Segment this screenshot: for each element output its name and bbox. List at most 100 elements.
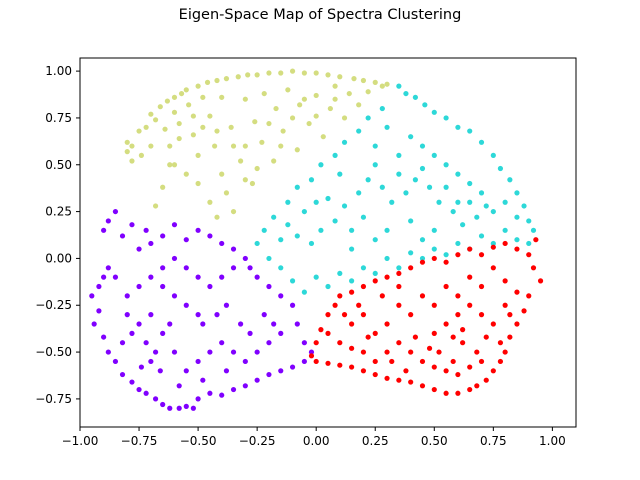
- data-point-s0-49: [289, 68, 296, 74]
- data-point-s2-19: [105, 349, 111, 355]
- data-point-s2-94: [195, 312, 201, 318]
- data-point-s0-78: [242, 177, 248, 183]
- data-point-s1-64: [450, 208, 456, 215]
- data-point-s3-22: [533, 237, 539, 243]
- data-point-s0-35: [238, 158, 244, 164]
- data-point-s0-74: [214, 214, 220, 220]
- data-point-s3-20: [514, 246, 520, 252]
- x-tick-label: −0.25: [239, 434, 276, 448]
- data-point-s2-59: [124, 293, 130, 299]
- data-point-s3-2: [318, 327, 324, 333]
- data-point-s2-52: [207, 283, 213, 290]
- data-point-s0-53: [306, 120, 312, 127]
- data-point-s3-1: [313, 340, 319, 346]
- data-point-s1-38: [266, 255, 272, 262]
- data-point-s0-57: [325, 72, 331, 78]
- data-point-s2-27: [167, 405, 173, 411]
- data-point-s2-93: [183, 302, 189, 308]
- data-point-s3-26: [521, 308, 527, 314]
- data-point-s3-8: [372, 278, 378, 284]
- data-point-s1-57: [443, 162, 449, 168]
- data-point-s3-33: [474, 383, 480, 389]
- data-point-s0-3: [129, 158, 135, 164]
- data-point-s3-46: [325, 360, 331, 366]
- data-point-s1-61: [483, 203, 489, 209]
- data-point-s2-70: [167, 321, 173, 327]
- data-point-s1-55: [419, 143, 426, 149]
- data-point-s1-86: [396, 171, 402, 177]
- data-point-s0-2: [129, 143, 135, 149]
- data-point-s2-78: [195, 358, 201, 365]
- data-point-s0-83: [313, 113, 319, 119]
- data-point-s0-47: [280, 128, 286, 134]
- data-point-s3-38: [419, 383, 426, 389]
- data-point-s2-1: [101, 227, 107, 233]
- data-point-s3-9: [384, 274, 390, 280]
- data-point-s0-51: [297, 102, 303, 108]
- data-point-s3-42: [372, 371, 378, 378]
- data-point-s0-21: [195, 83, 201, 89]
- data-point-s1-89: [455, 199, 461, 205]
- data-point-s2-20: [112, 358, 119, 365]
- data-point-s3-24: [537, 278, 544, 284]
- data-point-s2-76: [171, 349, 178, 355]
- data-point-s1-9: [490, 152, 496, 158]
- data-point-s2-87: [214, 312, 220, 318]
- data-point-s3-77: [408, 349, 414, 355]
- data-point-s3-5: [337, 293, 343, 299]
- data-point-s3-23: [530, 265, 537, 271]
- data-point-s1-1: [403, 90, 409, 97]
- data-point-s2-81: [230, 349, 237, 355]
- data-point-s1-4: [431, 109, 437, 115]
- data-point-s3-76: [419, 358, 426, 365]
- data-point-s2-22: [129, 379, 135, 385]
- data-point-s3-93: [502, 302, 508, 308]
- data-point-s1-19: [490, 240, 496, 247]
- data-point-s2-98: [200, 377, 206, 383]
- data-point-s3-21: [526, 252, 532, 258]
- data-point-s3-36: [443, 390, 449, 396]
- data-point-s3-95: [396, 283, 402, 290]
- data-point-s2-92: [271, 321, 277, 327]
- data-point-s2-3: [119, 233, 126, 239]
- data-point-s0-13: [167, 143, 173, 149]
- data-point-s0-80: [278, 143, 284, 149]
- data-point-s0-89: [214, 128, 220, 134]
- data-point-s2-50: [230, 265, 237, 271]
- data-point-s0-71: [152, 203, 159, 209]
- data-point-s0-70: [160, 184, 166, 190]
- data-point-s0-43: [266, 70, 272, 76]
- data-point-s3-28: [507, 334, 513, 340]
- data-point-s3-86: [455, 312, 461, 318]
- data-point-s2-74: [124, 312, 130, 318]
- data-point-s2-64: [148, 312, 154, 318]
- data-point-s0-24: [204, 79, 211, 85]
- data-point-s1-76: [308, 240, 315, 247]
- data-point-s0-17: [178, 90, 185, 97]
- data-point-s3-43: [360, 368, 367, 374]
- data-point-s2-63: [96, 283, 102, 290]
- data-point-s1-73: [341, 203, 348, 209]
- data-point-s0-18: [183, 87, 189, 93]
- data-point-s2-66: [143, 340, 149, 346]
- data-point-s1-60: [478, 190, 485, 196]
- data-point-s2-90: [247, 330, 253, 336]
- data-point-s1-10: [497, 165, 504, 172]
- data-point-s2-9: [171, 222, 178, 228]
- data-point-s1-53: [396, 152, 402, 158]
- x-tick-label: 1.00: [539, 434, 566, 448]
- data-point-s3-45: [337, 362, 343, 368]
- data-point-s0-26: [212, 143, 218, 149]
- data-point-s2-2: [112, 208, 119, 215]
- data-point-s1-97: [467, 199, 473, 205]
- data-point-s1-25: [419, 255, 426, 262]
- data-point-s0-84: [332, 96, 338, 102]
- data-point-s1-2: [412, 94, 418, 100]
- data-point-s1-96: [419, 237, 426, 243]
- data-point-s3-17: [478, 252, 485, 258]
- data-point-s3-7: [360, 283, 367, 290]
- data-point-s0-11: [162, 126, 168, 132]
- data-point-s2-36: [254, 377, 260, 383]
- data-point-s3-89: [426, 345, 433, 351]
- data-point-s2-35: [242, 383, 248, 389]
